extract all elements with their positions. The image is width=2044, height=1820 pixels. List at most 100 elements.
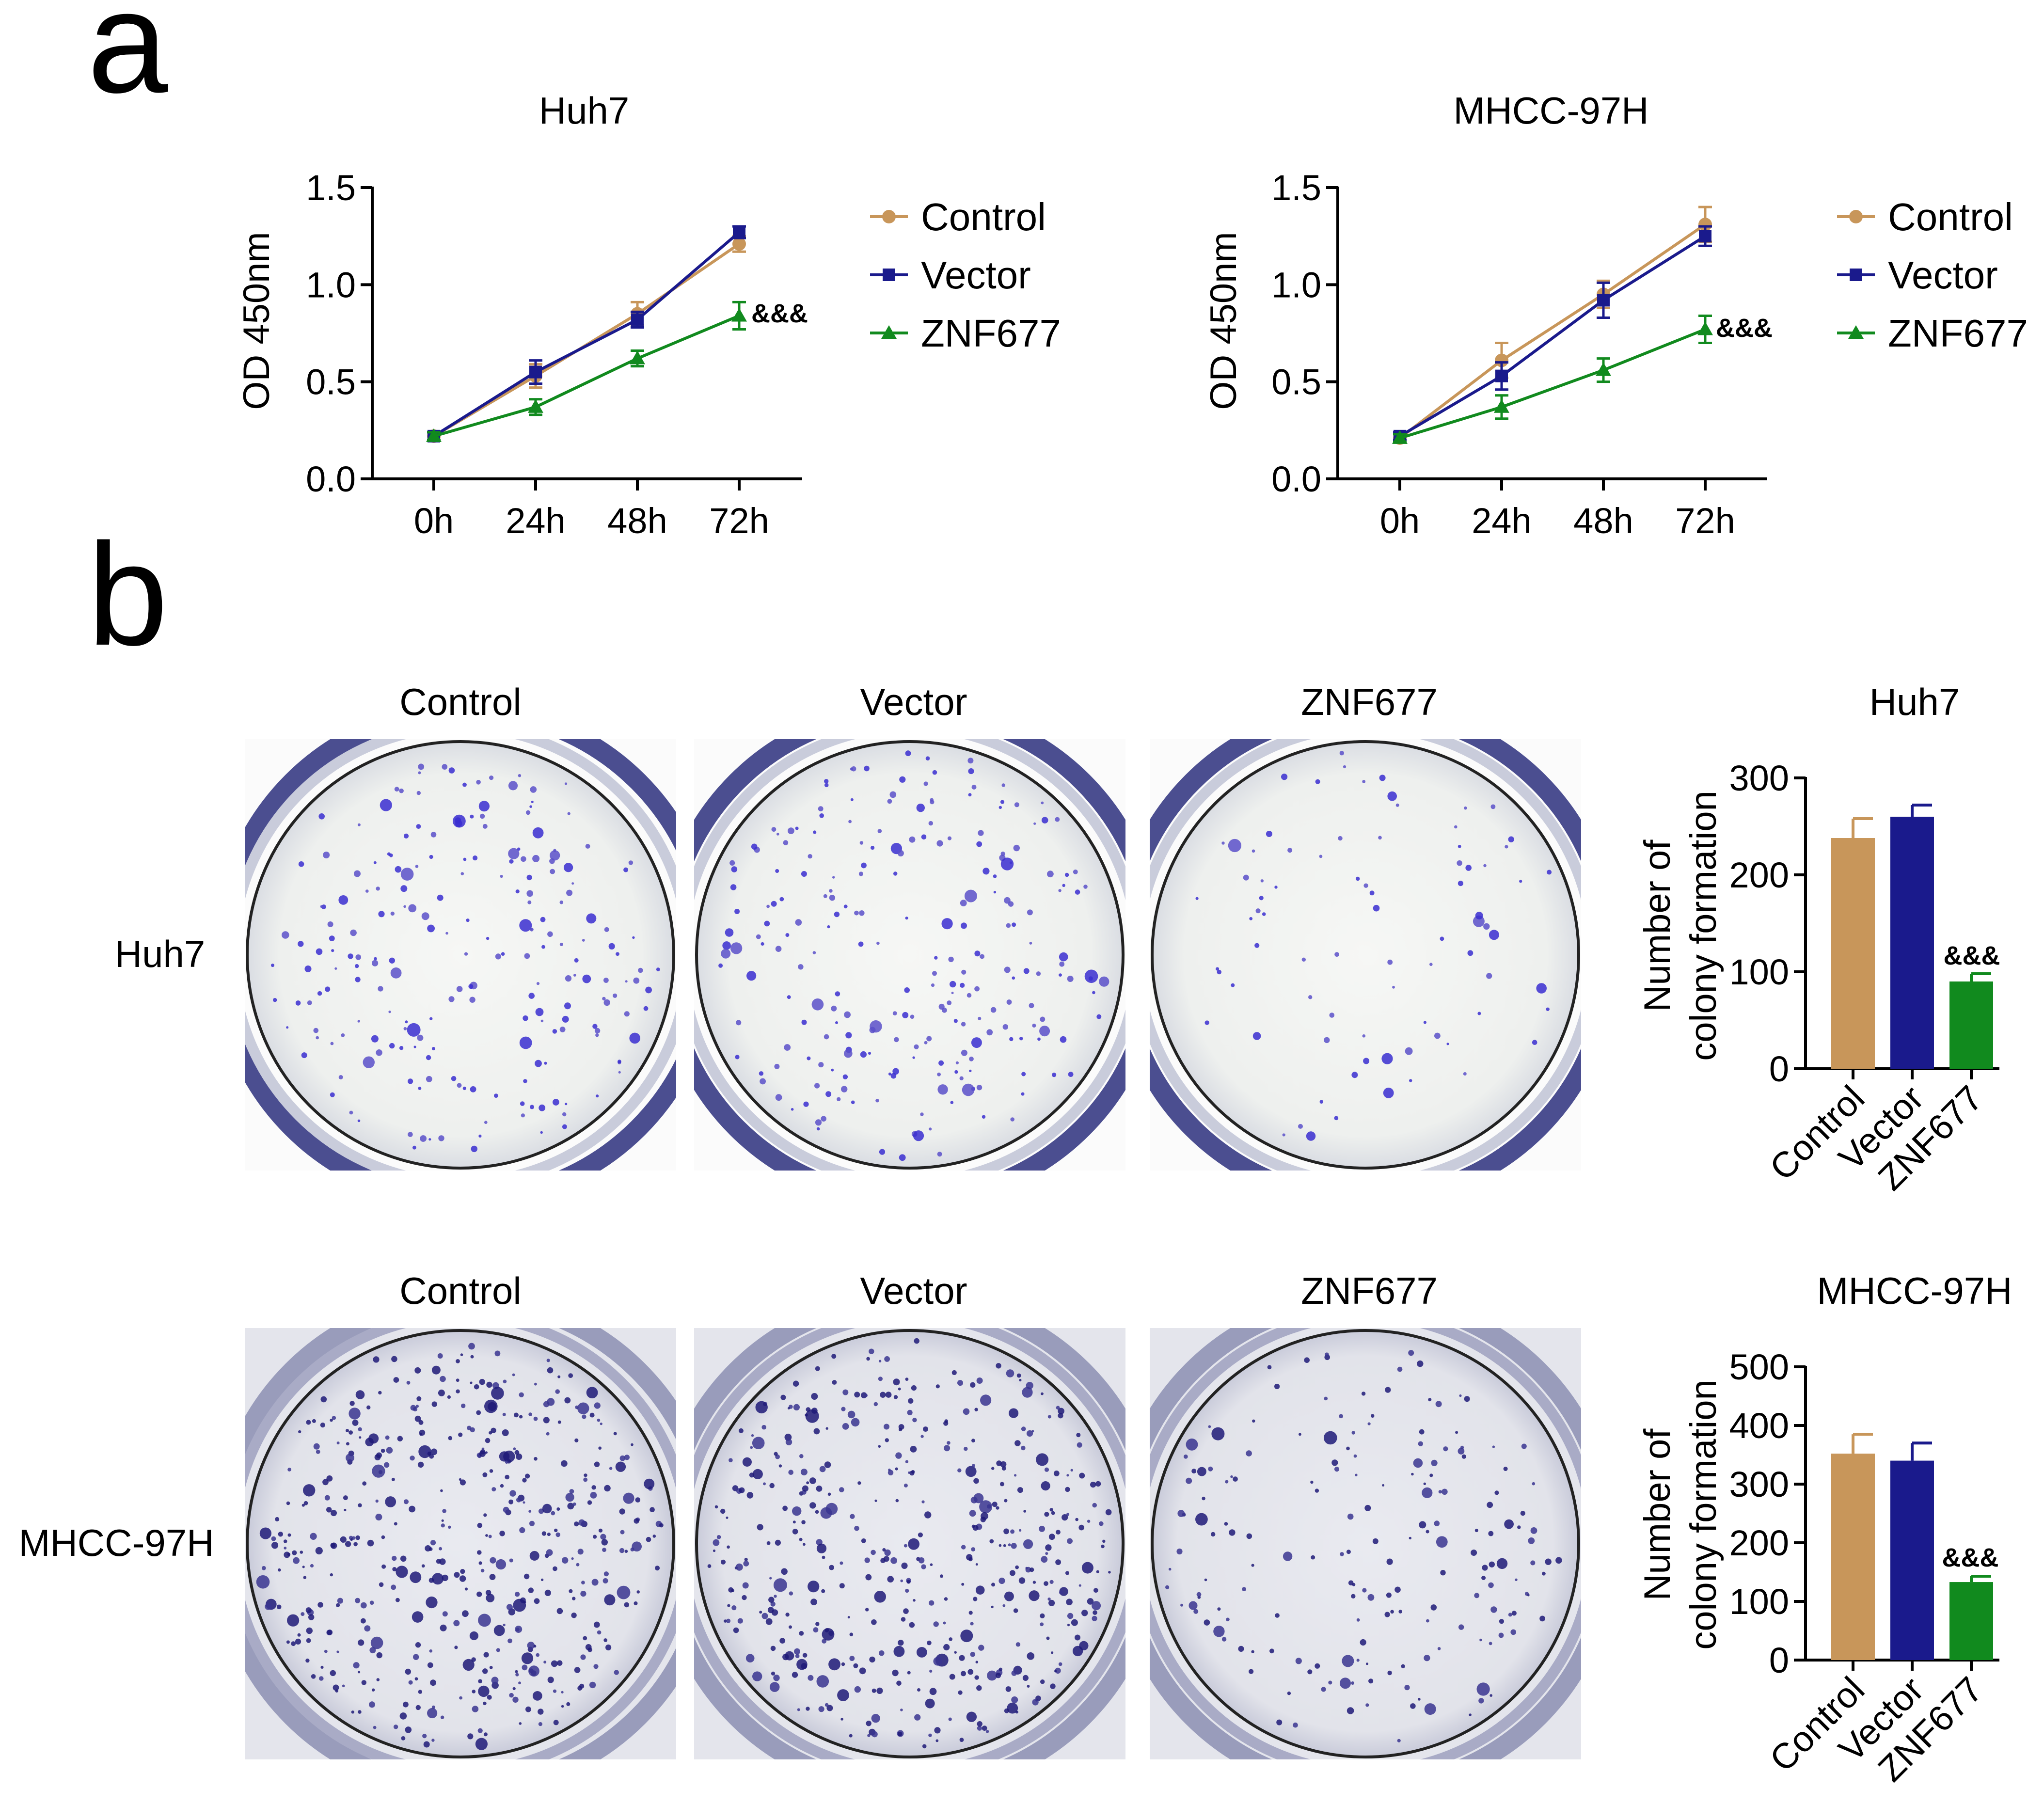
colony — [1033, 822, 1036, 825]
colony — [847, 1616, 850, 1619]
colony — [469, 997, 475, 1003]
colony — [770, 1646, 776, 1651]
colony — [815, 1510, 819, 1514]
colony — [771, 901, 777, 907]
colony — [1520, 1511, 1525, 1516]
colony — [477, 1728, 483, 1733]
colony — [720, 1559, 726, 1565]
colony — [1006, 999, 1012, 1005]
colony — [417, 1461, 424, 1468]
colony — [1397, 1366, 1403, 1372]
colony — [735, 1563, 743, 1571]
colony — [561, 1460, 568, 1467]
colony — [459, 1696, 462, 1700]
colony — [1246, 1450, 1252, 1456]
colony — [928, 821, 934, 826]
data-point — [528, 399, 543, 413]
colony — [969, 1069, 972, 1073]
colony — [399, 1712, 407, 1720]
colony — [517, 847, 521, 851]
colony — [1041, 1481, 1050, 1491]
colony — [1363, 883, 1368, 888]
colony — [1355, 1473, 1358, 1476]
colony — [634, 1518, 639, 1524]
colony — [351, 1710, 354, 1714]
colony — [768, 1597, 775, 1603]
colony — [569, 1589, 573, 1593]
colony — [898, 1640, 904, 1646]
colony — [564, 863, 573, 872]
colony — [974, 986, 980, 992]
colony — [1096, 1570, 1099, 1573]
colony — [973, 1597, 978, 1601]
colony — [995, 1673, 1001, 1678]
colony — [460, 1479, 466, 1486]
colony — [631, 1443, 634, 1446]
colony — [540, 1019, 544, 1023]
colony — [550, 850, 560, 861]
colony — [1474, 1593, 1480, 1598]
legend-marker — [1850, 269, 1862, 281]
colony — [551, 1660, 558, 1667]
colony — [824, 1034, 829, 1040]
colony — [829, 1565, 834, 1570]
colony — [842, 1074, 848, 1079]
colony — [403, 1701, 409, 1708]
colony — [874, 1499, 877, 1502]
colony — [405, 1726, 412, 1733]
colony — [1351, 1431, 1355, 1435]
colony — [774, 1595, 777, 1598]
colony — [1005, 1686, 1012, 1692]
colony — [375, 1499, 379, 1503]
colony — [343, 1495, 348, 1501]
colony — [491, 1427, 496, 1433]
colony — [1211, 1532, 1216, 1537]
colony — [1269, 1648, 1274, 1654]
colony — [556, 1608, 563, 1614]
colony — [914, 1714, 921, 1721]
colony — [574, 1521, 579, 1527]
colony — [629, 1032, 640, 1044]
colony — [1010, 1117, 1014, 1122]
colony — [892, 1669, 899, 1677]
colony — [744, 1557, 748, 1562]
colony — [365, 1438, 374, 1446]
colony — [788, 1470, 793, 1475]
colony — [887, 799, 892, 804]
colony — [1483, 864, 1487, 868]
colony — [572, 1502, 576, 1506]
colony — [878, 1445, 881, 1448]
colony — [784, 1044, 791, 1051]
colony — [1055, 1667, 1061, 1674]
colony — [1356, 876, 1360, 881]
colony — [1339, 751, 1344, 756]
colony — [409, 1505, 415, 1513]
colony — [503, 1379, 507, 1384]
colony — [953, 1019, 958, 1023]
colony — [476, 1410, 481, 1415]
colony — [542, 1503, 552, 1514]
colony — [540, 917, 546, 922]
colony — [922, 1744, 927, 1749]
colony — [844, 1011, 851, 1018]
colony — [1075, 1518, 1078, 1521]
colony — [961, 922, 967, 929]
series-line-control — [1399, 223, 1706, 440]
colony — [972, 1525, 979, 1531]
colony — [1007, 1702, 1018, 1714]
colony — [819, 1466, 826, 1472]
colony — [524, 953, 530, 959]
colony — [341, 1033, 345, 1037]
colony — [407, 1023, 421, 1037]
colony — [1040, 1613, 1045, 1618]
colony — [646, 1536, 651, 1542]
colony — [968, 1611, 973, 1615]
colony — [1262, 912, 1266, 916]
colony — [769, 1577, 772, 1580]
colony — [1058, 1408, 1064, 1415]
colony — [1093, 1610, 1097, 1615]
colony — [974, 950, 981, 957]
colony — [519, 1036, 532, 1049]
colony — [326, 1475, 333, 1482]
colony — [1087, 1598, 1094, 1605]
